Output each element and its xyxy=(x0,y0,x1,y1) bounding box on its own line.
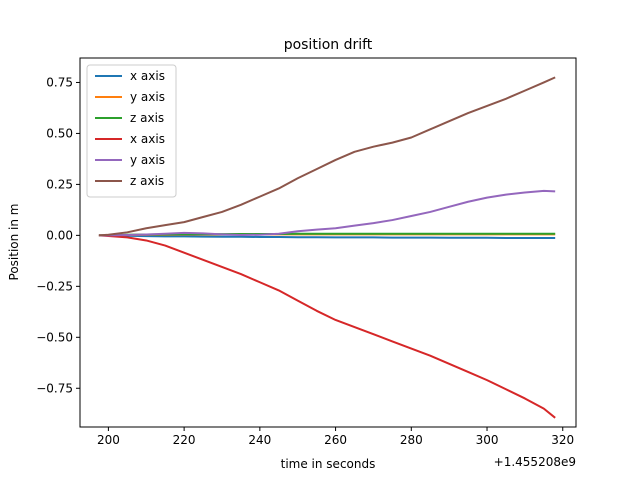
y-axis: −0.75 −0.50 −0.25 0.00 0.25 0.50 0.75 xyxy=(36,75,80,395)
chart-title: position drift xyxy=(284,37,373,53)
y-tick-label: −0.50 xyxy=(36,330,73,344)
series-line-3 xyxy=(98,234,556,419)
series-lines xyxy=(98,76,556,419)
series-line-5 xyxy=(98,76,556,237)
legend-label-0: x axis xyxy=(130,69,165,83)
x-tick-label: 280 xyxy=(400,433,423,447)
y-tick-label: 0.25 xyxy=(46,177,73,191)
x-axis-offset-label: +1.455208e9 xyxy=(494,455,576,469)
y-axis-label: Position in m xyxy=(7,204,21,281)
legend-label-2: z axis xyxy=(130,111,164,125)
x-axis-label: time in seconds xyxy=(281,457,376,471)
legend-label-5: z axis xyxy=(130,174,164,188)
x-tick-label: 200 xyxy=(97,433,120,447)
legend: x axis y axis z axis x axis y axis z axis xyxy=(86,64,177,198)
x-tick-label: 260 xyxy=(324,433,347,447)
y-tick-label: 0.75 xyxy=(46,75,73,89)
legend-label-1: y axis xyxy=(130,90,165,104)
y-tick-label: 0.00 xyxy=(46,228,73,242)
x-axis: 200 220 240 260 280 300 320 xyxy=(97,427,574,447)
plot-frame xyxy=(79,57,577,428)
y-tick-label: 0.50 xyxy=(46,126,73,140)
y-tick-label: −0.75 xyxy=(36,381,73,395)
x-tick-label: 240 xyxy=(248,433,271,447)
legend-label-3: x axis xyxy=(130,132,165,146)
x-tick-label: 220 xyxy=(173,433,196,447)
legend-label-4: y axis xyxy=(130,153,165,167)
series-line-0 xyxy=(98,234,556,240)
x-tick-label: 300 xyxy=(476,433,499,447)
series-line-4 xyxy=(98,189,556,237)
x-tick-label: 320 xyxy=(551,433,574,447)
y-tick-label: −0.25 xyxy=(36,279,73,293)
